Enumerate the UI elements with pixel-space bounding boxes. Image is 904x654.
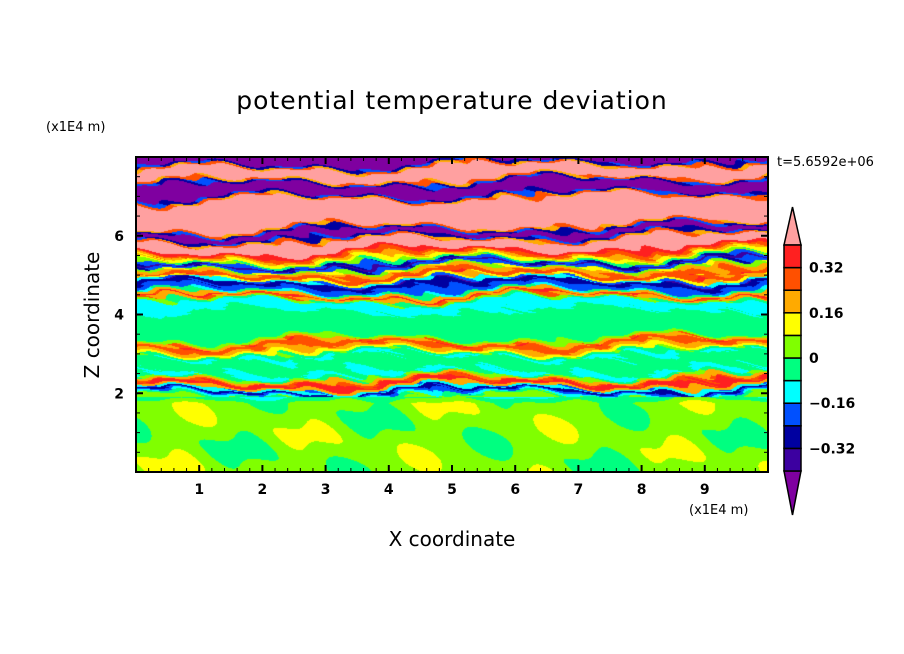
time-label: t=5.6592e+06 [777,155,874,170]
colorbar-swatch [783,447,802,472]
colorbar-swatch [783,425,802,450]
colorbar-swatch [783,266,802,291]
chart-title: potential temperature deviation [236,86,668,115]
x-tick-label: 3 [321,482,331,498]
colorbar-swatch [783,312,802,337]
y-axis-unit: (x1E4 m) [46,120,106,135]
x-axis-unit: (x1E4 m) [689,503,749,518]
colorbar-swatch [783,402,802,427]
x-tick-label: 6 [510,482,520,498]
x-axis-label: X coordinate [388,527,516,551]
colorbar-swatch [783,289,802,314]
colorbar-label: 0.16 [809,306,844,322]
colorbar-swatch [783,379,802,404]
x-tick-label: 9 [700,482,710,498]
colorbar-min-triangle [783,470,802,516]
x-tick-label: 5 [447,482,457,498]
colorbar-label: −0.16 [809,396,855,412]
colorbar-label: −0.32 [809,441,855,457]
y-tick-label: 2 [114,386,124,402]
colorbar-label: 0.32 [809,261,844,277]
x-tick-label: 2 [258,482,268,498]
y-tick-label: 4 [114,308,124,324]
y-tick-label: 6 [114,229,124,245]
colorbar-swatch [783,334,802,359]
x-tick-label: 8 [637,482,647,498]
colorbar-max-triangle [783,206,802,246]
x-tick-label: 7 [574,482,584,498]
contour-field [136,157,768,472]
colorbar-label: 0 [809,351,819,367]
plot-frame [135,156,769,473]
x-tick-label: 4 [384,482,394,498]
colorbar-swatch [783,357,802,382]
colorbar-swatch [783,244,802,269]
x-tick-label: 1 [194,482,204,498]
